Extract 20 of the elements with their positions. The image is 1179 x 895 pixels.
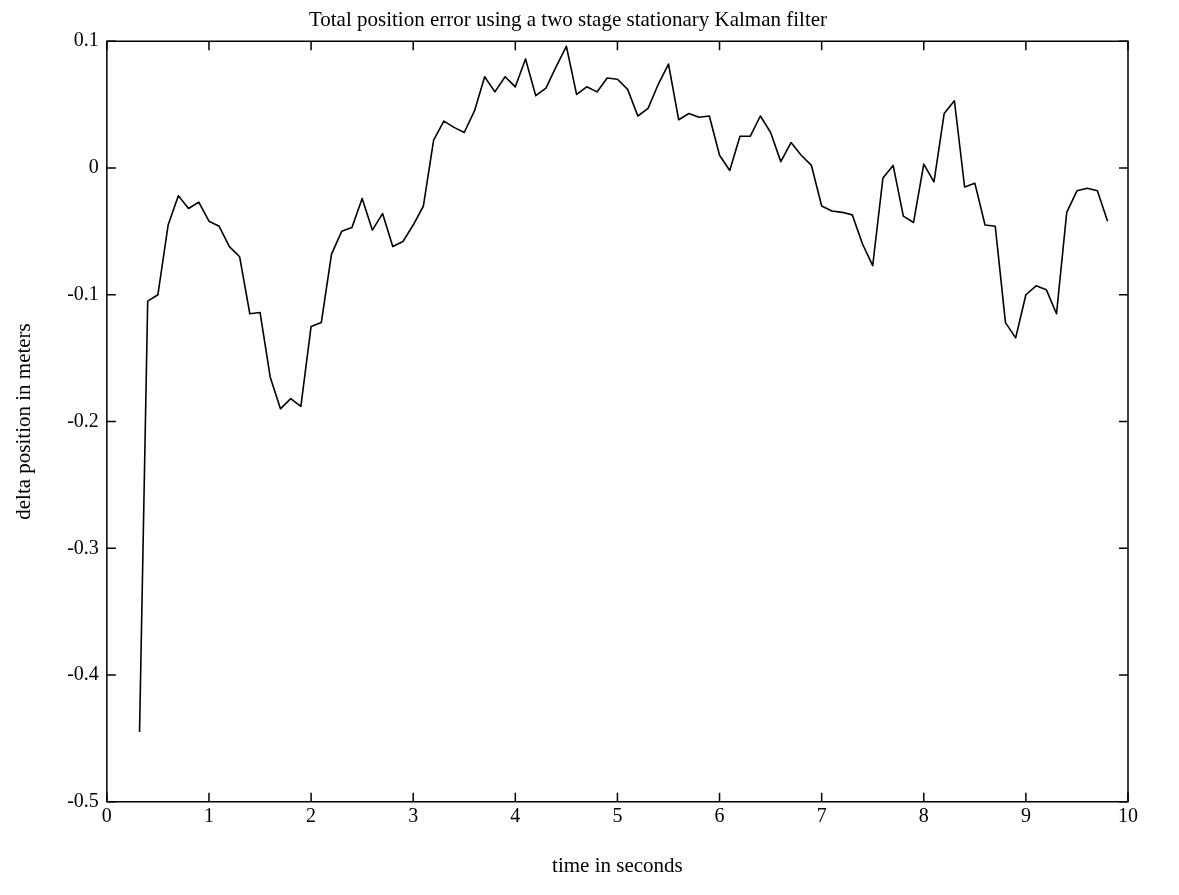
y-tick-label: 0.1 — [73, 28, 99, 51]
y-tick-label: -0.1 — [67, 281, 99, 304]
y-tick-label: -0.3 — [67, 535, 99, 558]
x-tick-label: 4 — [510, 804, 521, 827]
x-tick-label: 3 — [408, 804, 419, 827]
y-tick-label: -0.2 — [67, 408, 99, 431]
x-axis-title: time in seconds — [552, 852, 683, 877]
x-tick-label: 2 — [306, 804, 317, 827]
x-tick-label: 8 — [918, 804, 929, 827]
x-tick-label: 1 — [203, 804, 214, 827]
y-tick-label: -0.4 — [67, 662, 99, 685]
x-tick-label: 9 — [1020, 804, 1031, 827]
y-axis-title: delta position in meters — [11, 323, 36, 520]
x-tick-label: 6 — [714, 804, 725, 827]
chart-title: Total position error using a two stage stationary Kalman filter — [308, 7, 828, 32]
y-tick-label: -0.5 — [67, 789, 99, 812]
y-tick-label: 0 — [88, 155, 99, 178]
x-tick-label: 10 — [1118, 804, 1138, 827]
x-tick-label: 5 — [612, 804, 623, 827]
x-tick-label: 7 — [816, 804, 827, 827]
